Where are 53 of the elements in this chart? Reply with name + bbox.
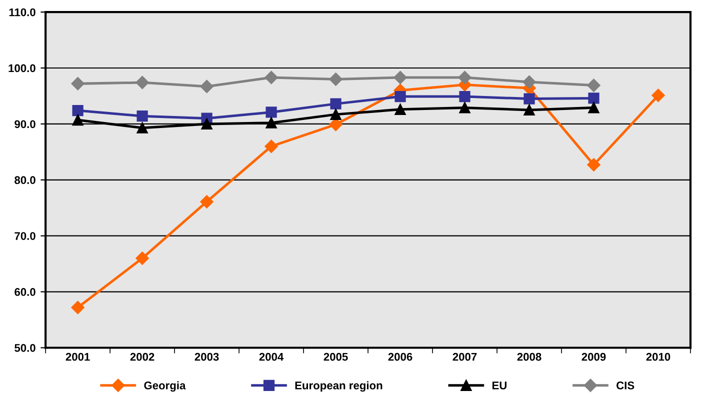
point bbox=[136, 252, 149, 265]
y-tick-label: 100.0 bbox=[8, 64, 36, 72]
point bbox=[136, 110, 148, 122]
point bbox=[264, 140, 278, 153]
point bbox=[394, 90, 406, 102]
point bbox=[330, 98, 342, 110]
x-tick-label: 2009 bbox=[582, 352, 606, 361]
point bbox=[524, 93, 535, 104]
y-tick-label: 90.0 bbox=[14, 120, 36, 128]
point bbox=[72, 114, 84, 126]
x-tick-label: 2004 bbox=[259, 352, 284, 361]
point bbox=[200, 80, 214, 94]
point bbox=[266, 117, 277, 128]
x-tick-label: 2002 bbox=[130, 352, 154, 361]
y-tick-label: 110.0 bbox=[9, 8, 36, 16]
point bbox=[71, 77, 84, 90]
point bbox=[652, 88, 665, 102]
y-tick-label: 60.0 bbox=[14, 288, 36, 296]
point bbox=[201, 118, 212, 130]
point bbox=[458, 70, 472, 84]
point bbox=[588, 92, 600, 104]
x-tick-label: 2003 bbox=[194, 352, 219, 361]
x-tick-label: 2007 bbox=[452, 352, 477, 361]
point bbox=[71, 300, 84, 314]
point bbox=[330, 108, 342, 120]
x-tick-label: 2001 bbox=[66, 352, 90, 361]
point bbox=[264, 70, 278, 84]
y-tick-label: 70.0 bbox=[14, 232, 36, 240]
point bbox=[329, 72, 342, 86]
legend-label: Georgia bbox=[144, 381, 186, 392]
point bbox=[522, 75, 536, 89]
point bbox=[72, 104, 84, 116]
point bbox=[459, 90, 470, 102]
point bbox=[394, 104, 406, 115]
point bbox=[524, 104, 535, 116]
point bbox=[394, 70, 407, 84]
y-tick-label: 80.0 bbox=[14, 176, 36, 184]
x-tick-label: 2008 bbox=[517, 352, 542, 361]
point bbox=[136, 76, 149, 90]
point bbox=[266, 106, 277, 118]
point bbox=[459, 102, 470, 114]
point bbox=[588, 102, 600, 114]
x-tick-label: 2006 bbox=[388, 352, 412, 361]
legend-label: EU bbox=[492, 382, 506, 390]
point bbox=[200, 195, 214, 208]
point bbox=[136, 122, 148, 134]
x-tick-label: 2005 bbox=[324, 352, 348, 361]
legend-label: European region bbox=[295, 381, 382, 392]
legend-label: CIS bbox=[616, 382, 634, 390]
x-tick-label: 2010 bbox=[646, 352, 670, 361]
y-tick-label: 50.0 bbox=[14, 344, 36, 352]
point bbox=[587, 158, 600, 172]
point bbox=[587, 78, 600, 92]
